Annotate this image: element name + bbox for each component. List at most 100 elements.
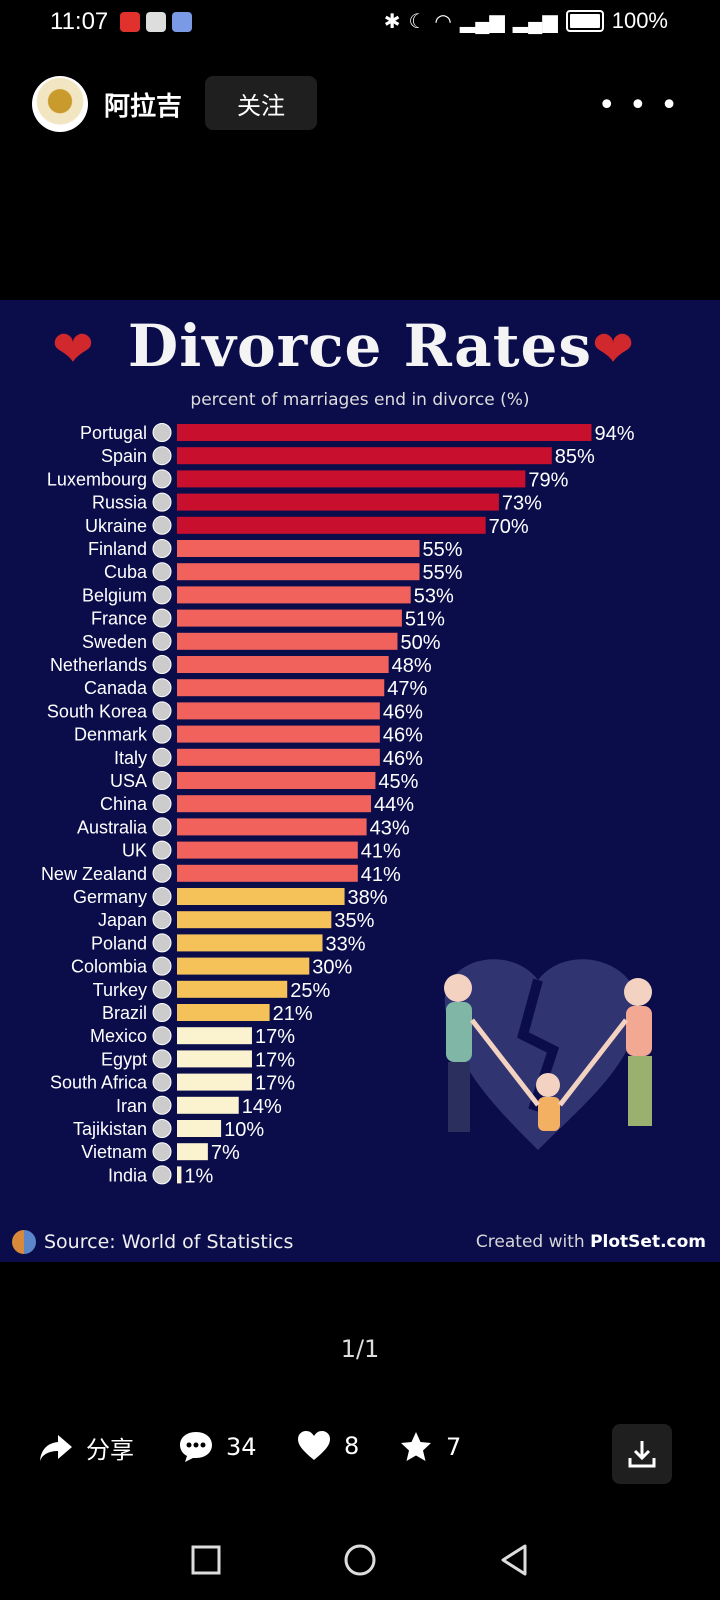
country-label: Tajikistan	[73, 1119, 147, 1139]
data-label: 48%	[392, 655, 432, 677]
nav-back-icon	[501, 1544, 527, 1576]
data-label: 55%	[423, 539, 463, 561]
bar	[177, 1027, 252, 1045]
country-label: Sweden	[82, 632, 147, 652]
country-label: Denmark	[74, 725, 148, 745]
bar	[177, 1143, 208, 1161]
country-label: UK	[122, 841, 147, 861]
credit-brand: PlotSet.com	[590, 1232, 706, 1252]
likes-count: 8	[344, 1432, 360, 1460]
bar	[177, 493, 499, 511]
bar	[177, 447, 552, 465]
country-label: Poland	[91, 933, 147, 953]
flag-icon	[152, 1119, 172, 1138]
bar	[177, 516, 486, 534]
bar	[177, 1120, 222, 1137]
comment-icon	[180, 1432, 212, 1462]
status-indicators: ✱ ☾ ◠ ▂▄▆ ▂▄▆ 100%	[384, 8, 668, 34]
bar	[177, 888, 345, 905]
follow-button[interactable]: 关注	[205, 76, 317, 130]
post-image[interactable]: ❤ Divorce Rates ❤ percent of marriages e…	[0, 300, 720, 1262]
calendar-notification-icon	[146, 12, 166, 32]
data-label: 7%	[211, 1142, 240, 1164]
country-label: South Korea	[47, 701, 148, 721]
nav-recent-icon	[191, 1545, 221, 1575]
country-label: Belgium	[82, 585, 147, 605]
comments-count: 34	[226, 1433, 257, 1461]
data-label: 33%	[326, 933, 366, 955]
data-label: 46%	[383, 748, 423, 770]
download-button[interactable]	[612, 1424, 672, 1484]
flag-icon	[152, 794, 172, 814]
bar	[177, 911, 332, 929]
data-label: 25%	[290, 980, 330, 1002]
data-label: 44%	[374, 794, 414, 816]
favorite-button[interactable]: 7	[398, 1430, 461, 1464]
flag-icon	[152, 678, 172, 698]
country-label: Portugal	[80, 423, 147, 443]
country-label: Luxembourg	[47, 469, 147, 489]
flag-icon	[152, 446, 172, 466]
data-label: 41%	[361, 841, 401, 863]
bar	[177, 748, 380, 766]
chart-subtitle: percent of marriages end in divorce (%)	[190, 390, 530, 410]
flag-icon	[152, 933, 172, 953]
notification-icons	[120, 12, 192, 32]
flag-icon	[152, 747, 172, 767]
bar	[177, 1050, 252, 1068]
country-label: New Zealand	[41, 864, 147, 884]
flag-icon	[152, 608, 172, 628]
data-label: 35%	[334, 910, 374, 932]
bar	[177, 795, 372, 813]
comment-button[interactable]: 34	[178, 1430, 257, 1464]
nav-back-button[interactable]	[494, 1540, 534, 1580]
nav-home-button[interactable]	[340, 1540, 380, 1580]
flag-icon	[152, 539, 172, 558]
flag-icon	[152, 1049, 172, 1069]
data-label: 1%	[184, 1165, 213, 1187]
star-icon	[401, 1432, 431, 1461]
broken-heart-icon: ❤	[592, 320, 634, 378]
flag-icon	[152, 1142, 172, 1162]
data-label: 14%	[242, 1096, 282, 1118]
wifi-icon: ◠	[434, 10, 452, 33]
data-label: 50%	[400, 632, 440, 654]
post-action-bar: 分享 34 8 7	[0, 1418, 720, 1488]
bar	[177, 1073, 252, 1091]
nav-recent-button[interactable]	[186, 1540, 226, 1580]
bar	[177, 1004, 270, 1021]
country-label: Netherlands	[50, 655, 147, 675]
page-indicator: 1/1	[340, 1335, 380, 1363]
bar	[177, 563, 420, 581]
more-options-icon[interactable]: • • •	[597, 88, 680, 123]
chart-source: Source: World of Statistics	[12, 1230, 293, 1254]
bar-chart: Portugal 94% Spain 85% Luxembourg 79% Russia 73…	[41, 423, 635, 1187]
country-label: Finland	[88, 539, 147, 559]
avatar[interactable]	[32, 76, 88, 132]
app-notification-icon	[120, 12, 140, 32]
flag-icon	[152, 492, 172, 512]
credit-prefix: Created with	[475, 1232, 585, 1252]
data-label: 79%	[528, 469, 568, 491]
bar	[177, 818, 367, 836]
status-bar: 11:07 ✱ ☾ ◠ ▂▄▆ ▂▄▆ 100%	[0, 0, 720, 46]
flag-icon	[152, 840, 172, 860]
country-label: Egypt	[101, 1049, 147, 1069]
flag-icon	[152, 863, 172, 883]
bar	[177, 934, 323, 952]
nav-home-icon	[344, 1544, 376, 1576]
like-button[interactable]: 8	[296, 1430, 359, 1462]
bar	[177, 609, 402, 627]
country-label: Canada	[84, 678, 148, 698]
flag-icon	[152, 771, 172, 790]
share-button[interactable]: 分享	[38, 1430, 134, 1465]
signal-icon-2: ▂▄▆	[512, 10, 558, 33]
broken-heart-icon: ❤	[52, 320, 94, 378]
share-icon	[40, 1434, 72, 1461]
chart-credit: Created with PlotSet.com	[476, 1232, 706, 1252]
heart-icon	[298, 1431, 330, 1460]
flag-icon	[152, 562, 172, 582]
username[interactable]: 阿拉吉	[104, 92, 183, 122]
country-label: Vietnam	[81, 1142, 147, 1162]
flag-icon	[152, 817, 172, 837]
